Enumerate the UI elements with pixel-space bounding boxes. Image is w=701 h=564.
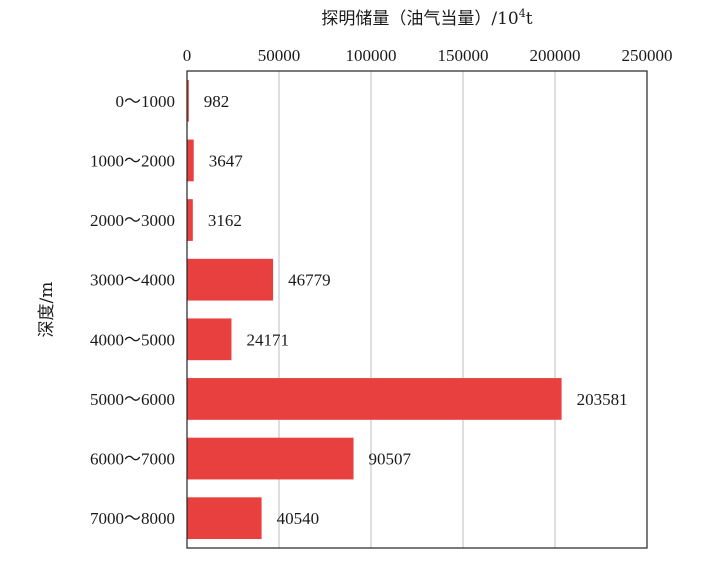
data-label: 90507 xyxy=(369,450,412,469)
bar xyxy=(187,497,262,540)
y-tick-labels: 0～1000 1000～2000 2000～3000 3000～4000 4000～50… xyxy=(90,92,175,528)
y-tick-label: 7000～8000 xyxy=(90,509,175,528)
x-tick-label: 150000 xyxy=(438,46,489,65)
x-tick-label: 250000 xyxy=(622,46,673,65)
x-axis-title-main: 探明储量（油气当量）/10 xyxy=(321,9,518,29)
y-axis-title: 深度/m xyxy=(37,282,57,338)
bar xyxy=(187,437,354,480)
data-label: 203581 xyxy=(577,390,628,409)
x-axis-title-tail: t xyxy=(526,9,533,29)
bar xyxy=(187,378,562,420)
x-tick-label: 0 xyxy=(183,46,192,65)
data-label: 3162 xyxy=(208,211,242,230)
data-label: 982 xyxy=(204,92,230,111)
data-label: 24171 xyxy=(246,330,289,349)
data-label: 40540 xyxy=(277,509,320,528)
bar xyxy=(187,318,232,361)
data-labels: 982 3647 3162 46779 24171 203581 90507 40540 xyxy=(204,92,628,528)
y-tick-label: 6000～7000 xyxy=(90,450,175,469)
bar xyxy=(187,79,189,122)
y-tick-label: 4000～5000 xyxy=(90,330,175,349)
bar xyxy=(187,199,193,241)
y-tick-label: 2000～3000 xyxy=(90,211,175,230)
bars xyxy=(187,79,562,540)
x-tick-label: 50000 xyxy=(258,46,301,65)
x-tick-labels: 0 50000 100000 150000 200000 250000 xyxy=(183,46,673,65)
x-tick-label: 200000 xyxy=(530,46,581,65)
data-label: 3647 xyxy=(209,151,244,170)
y-tick-label: 0～1000 xyxy=(116,92,176,111)
plot-frame xyxy=(186,70,648,549)
data-label: 46779 xyxy=(288,271,331,290)
x-axis-title-sup: 4 xyxy=(519,7,526,20)
x-axis-title: 探明储量（油气当量）/104t xyxy=(321,7,532,29)
y-tick-label: 3000～4000 xyxy=(90,271,175,290)
bar xyxy=(187,139,194,182)
y-tick-label: 1000～2000 xyxy=(90,151,175,170)
x-tick-label: 100000 xyxy=(346,46,397,65)
y-tick-label: 5000～6000 xyxy=(90,390,175,409)
bar xyxy=(187,258,274,301)
